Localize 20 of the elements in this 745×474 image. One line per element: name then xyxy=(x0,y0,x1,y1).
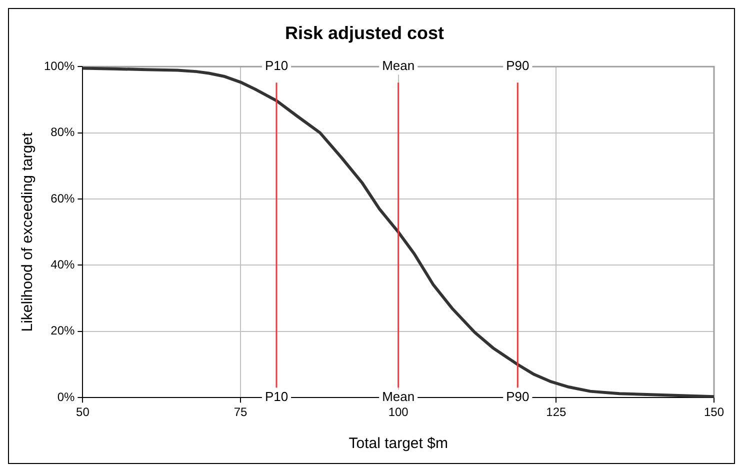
x-tick-label: 150 xyxy=(704,405,724,420)
chart-title: Risk adjusted cost xyxy=(284,22,444,43)
x-tick-label: 75 xyxy=(234,405,248,420)
y-tick-label: 40% xyxy=(50,258,76,272)
x-axis-title: Total target $m xyxy=(348,435,448,452)
x-tick-label: 50 xyxy=(76,405,90,420)
y-tick-label: 60% xyxy=(50,191,76,206)
ref-line-label: P10 xyxy=(264,389,288,404)
y-tick-label: 80% xyxy=(50,125,76,140)
text: Mean xyxy=(382,58,415,74)
y-tick-label: 0% xyxy=(57,390,76,404)
ref-line-label: Mean xyxy=(382,389,415,404)
x-tick-label: 125 xyxy=(546,405,567,420)
x-tick-label: 100 xyxy=(388,405,409,420)
y-tick-label: 20% xyxy=(50,324,76,338)
text: P90 xyxy=(506,58,530,74)
y-axis-title: Likelihood of exceeding target xyxy=(19,132,36,332)
ref-line-label: P90 xyxy=(506,389,530,404)
text: P10 xyxy=(264,58,288,74)
y-tick-label: 100% xyxy=(44,58,76,73)
